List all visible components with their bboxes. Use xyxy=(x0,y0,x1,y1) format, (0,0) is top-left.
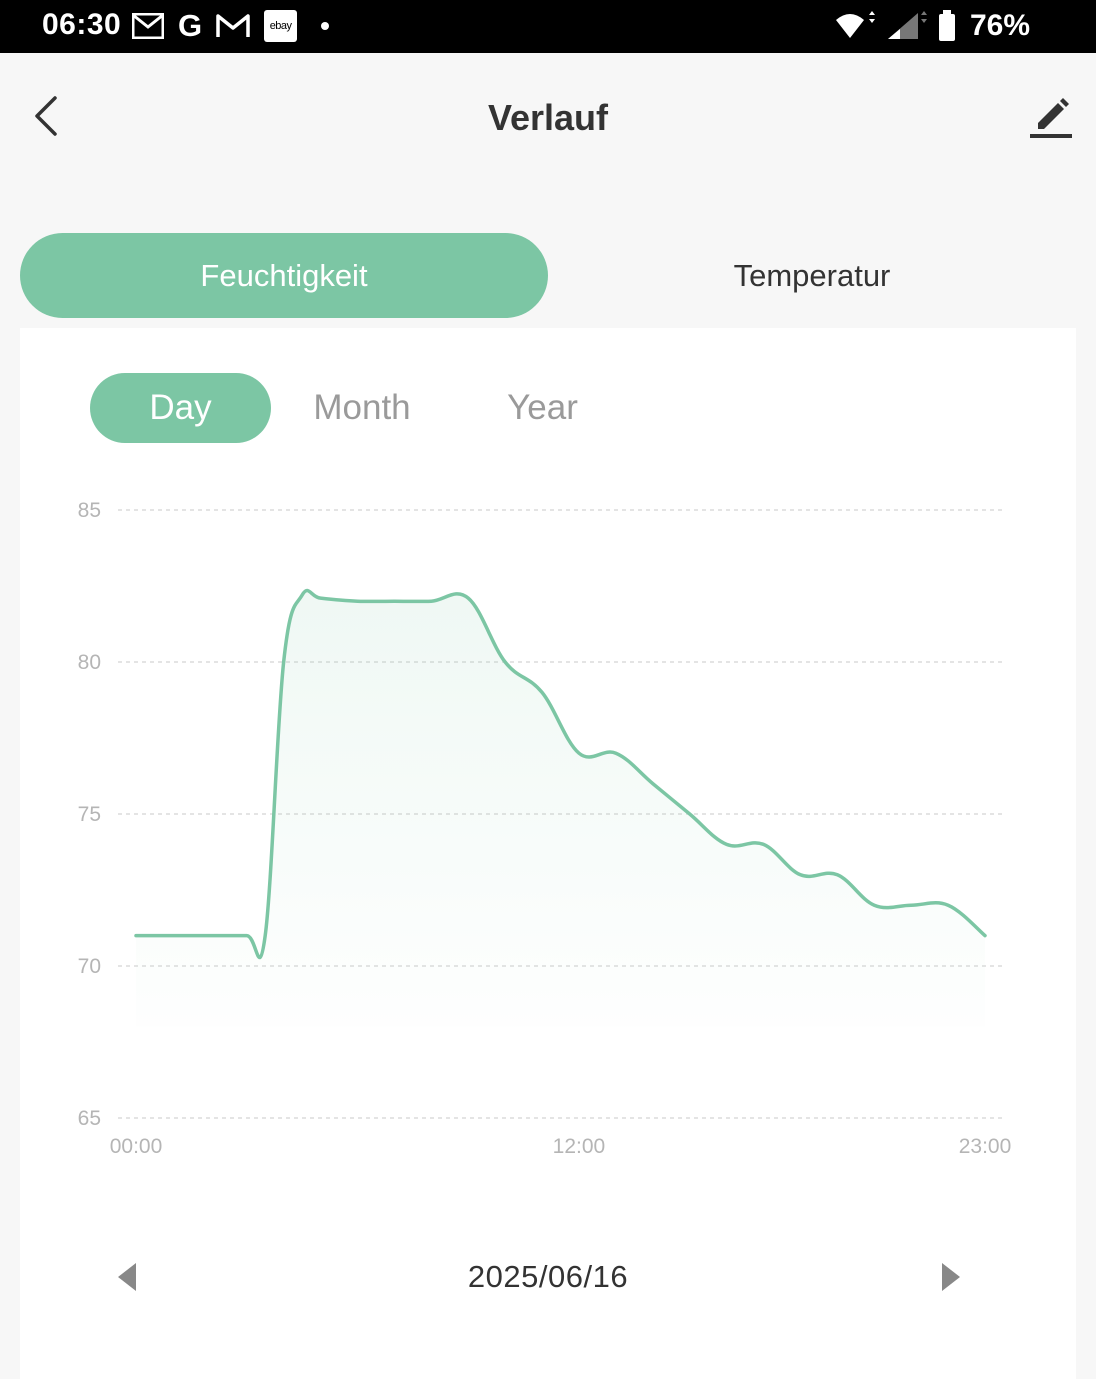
chart-series xyxy=(134,588,987,1027)
tab-day[interactable]: Day xyxy=(90,373,271,443)
x-tick-label: 12:00 xyxy=(553,1135,606,1158)
status-system-icons: 76% xyxy=(834,8,1030,44)
status-bar: 06:30 G ebay 76% xyxy=(0,0,1096,53)
mail-icon xyxy=(132,13,164,39)
status-time: 06:30 xyxy=(42,8,122,41)
app-header: Verlauf xyxy=(0,53,1096,183)
humidity-line xyxy=(134,588,987,960)
x-axis-ticks: 00:00 12:00 23:00 xyxy=(110,1135,1012,1158)
wifi-icon xyxy=(835,11,875,38)
signal-icon xyxy=(887,11,927,39)
tab-month[interactable]: Month xyxy=(313,388,411,427)
y-tick-label: 70 xyxy=(78,955,101,978)
y-tick-label: 65 xyxy=(78,1107,101,1130)
status-notification-icons: G ebay xyxy=(132,8,330,43)
notification-dot xyxy=(321,22,330,30)
chart-card: Day Month Year 85 80 75 70 65 00:00 12:00 23:0… xyxy=(20,328,1076,1379)
x-tick-label: 00:00 xyxy=(110,1135,163,1158)
battery-icon xyxy=(938,10,955,41)
date-navigation: 2025/06/16 xyxy=(20,1253,1076,1303)
tab-humidity[interactable]: Feuchtigkeit xyxy=(20,233,548,318)
tab-temperature[interactable]: Temperatur xyxy=(733,257,891,293)
y-axis-ticks: 85 80 75 70 65 xyxy=(78,499,101,1130)
google-icon: G xyxy=(178,8,203,43)
chevron-left-icon xyxy=(35,96,57,136)
x-tick-label: 23:00 xyxy=(959,1135,1012,1158)
date-label: 2025/06/16 xyxy=(467,1259,629,1294)
humidity-chart: 85 80 75 70 65 00:00 12:00 23:00 xyxy=(78,499,1012,1158)
y-tick-label: 75 xyxy=(78,803,101,826)
tab-year[interactable]: Year xyxy=(507,388,578,427)
humidity-area xyxy=(136,590,985,1027)
metric-tabs: Feuchtigkeit Temperatur xyxy=(20,233,1076,318)
page-title: Verlauf xyxy=(487,97,609,138)
back-button[interactable] xyxy=(26,93,66,139)
battery-percent: 76% xyxy=(969,9,1030,42)
pencil-icon xyxy=(1030,98,1072,138)
y-tick-label: 85 xyxy=(78,499,101,522)
gmail-icon xyxy=(216,14,250,37)
previous-day-button[interactable] xyxy=(114,1261,142,1293)
ebay-icon: ebay xyxy=(264,10,298,42)
next-day-button[interactable] xyxy=(936,1261,964,1293)
y-tick-label: 80 xyxy=(78,651,101,674)
edit-button[interactable] xyxy=(1028,91,1074,141)
